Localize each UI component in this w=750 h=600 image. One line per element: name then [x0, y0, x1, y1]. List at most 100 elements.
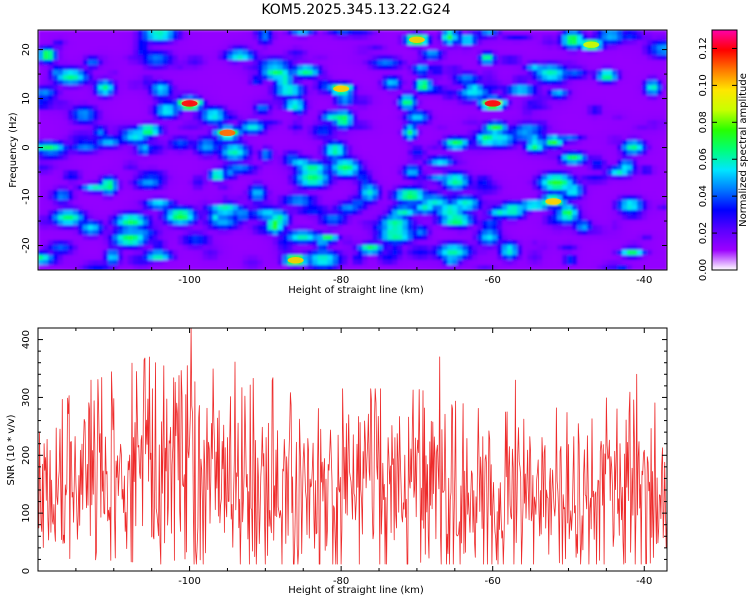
heatmap-cell	[607, 120, 613, 126]
heatmap-cell	[347, 155, 354, 161]
heatmap-cell	[522, 70, 528, 76]
heatmap-cell	[617, 135, 623, 141]
heatmap-cell	[157, 130, 164, 136]
heatmap-cell	[532, 85, 538, 91]
heatmap-cell	[137, 60, 144, 66]
heatmap-cell	[237, 90, 244, 96]
heatmap-cell	[257, 70, 264, 76]
heatmap-cell	[132, 35, 139, 41]
heatmap-cell	[367, 185, 374, 191]
heatmap-cell	[407, 210, 413, 216]
heatmap-cell	[567, 175, 573, 181]
heatmap-cell	[72, 160, 79, 166]
heatmap-cell	[112, 170, 119, 176]
heatmap-cell	[247, 110, 254, 116]
heatmap-cell	[207, 200, 214, 206]
heatmap-cell	[167, 150, 174, 156]
heatmap-cell	[252, 175, 259, 181]
heatmap-cell	[262, 155, 269, 161]
heatmap-cell	[127, 35, 134, 41]
heatmap-cell	[372, 45, 379, 51]
heatmap-cell	[552, 165, 558, 171]
heatmap-cell	[92, 80, 99, 86]
heatmap-cell	[42, 55, 49, 61]
heatmap-cell	[127, 165, 134, 171]
heatmap-cell	[497, 190, 503, 196]
heatmap-cell	[642, 85, 648, 91]
heatmap-cell	[342, 210, 349, 216]
heatmap-cell	[492, 30, 498, 36]
heatmap-cell	[407, 45, 413, 51]
heatmap-cell	[572, 95, 578, 101]
heatmap-cell	[367, 200, 374, 206]
heatmap-cell	[422, 55, 428, 61]
heatmap-cell	[182, 40, 189, 46]
heatmap-cell	[262, 195, 269, 201]
heatmap-cell	[277, 205, 284, 211]
heatmap-cell	[487, 40, 493, 46]
heatmap-cell	[662, 70, 667, 76]
heatmap-cell	[182, 205, 189, 211]
heatmap-cell	[72, 215, 79, 221]
heatmap-cell	[627, 100, 633, 106]
heatmap-cell	[252, 80, 259, 86]
heatmap-cell	[662, 205, 667, 211]
heatmap-cell	[337, 135, 344, 141]
heatmap-cell	[652, 135, 658, 141]
heatmap-cell	[257, 190, 264, 196]
heatmap-cell	[457, 80, 463, 86]
heatmap-cell	[127, 175, 134, 181]
heatmap-cell	[347, 165, 354, 171]
heatmap-cell	[367, 30, 374, 36]
heatmap-cell	[432, 95, 438, 101]
heatmap-cell	[197, 130, 204, 136]
heatmap-cell	[612, 60, 618, 66]
heatmap-cell	[172, 125, 179, 131]
heatmap-cell	[522, 65, 528, 71]
heatmap-cell	[647, 145, 653, 151]
heatmap-cell	[552, 120, 558, 126]
heatmap-cell	[567, 55, 573, 61]
heatmap-cell	[357, 190, 364, 196]
heatmap-cell	[627, 85, 633, 91]
heatmap-cell	[442, 225, 448, 231]
heatmap-cell	[262, 105, 269, 111]
heatmap-cell	[382, 150, 389, 156]
heatmap-cell	[222, 150, 229, 156]
heatmap-cell	[167, 115, 174, 121]
heatmap-cell	[557, 150, 563, 156]
heatmap-cell	[422, 180, 428, 186]
heatmap-cell	[117, 190, 124, 196]
heatmap-cell	[337, 70, 344, 76]
heatmap-cell	[332, 175, 339, 181]
heatmap-cell	[182, 215, 189, 221]
heatmap-cell	[522, 125, 528, 131]
heatmap-cell	[372, 35, 379, 41]
heatmap-cell	[287, 200, 294, 206]
heatmap-cell	[517, 55, 523, 61]
heatmap-cell	[537, 110, 543, 116]
heatmap-cell	[627, 90, 633, 96]
heatmap-cell	[447, 30, 453, 36]
heatmap-cell	[137, 70, 144, 76]
heatmap-cell	[522, 190, 528, 196]
heatmap-cell	[287, 95, 294, 101]
heatmap-cell	[62, 225, 69, 231]
heatmap-cell	[637, 190, 643, 196]
heatmap-cell	[437, 75, 443, 81]
heatmap-cell	[517, 85, 523, 91]
heatmap-cell	[187, 45, 194, 51]
heatmap-cell	[222, 205, 229, 211]
heatmap-cell	[62, 145, 69, 151]
heatmap-cell	[282, 70, 289, 76]
heatmap-cell	[357, 205, 364, 211]
heatmap-cell	[302, 60, 309, 66]
heatmap-cell	[117, 40, 124, 46]
heatmap-cell	[422, 225, 428, 231]
heatmap-cell	[262, 135, 269, 141]
heatmap-cell	[227, 75, 234, 81]
heatmap-cell	[347, 185, 354, 191]
heatmap-cell	[482, 200, 488, 206]
heatmap-cell	[227, 70, 234, 76]
